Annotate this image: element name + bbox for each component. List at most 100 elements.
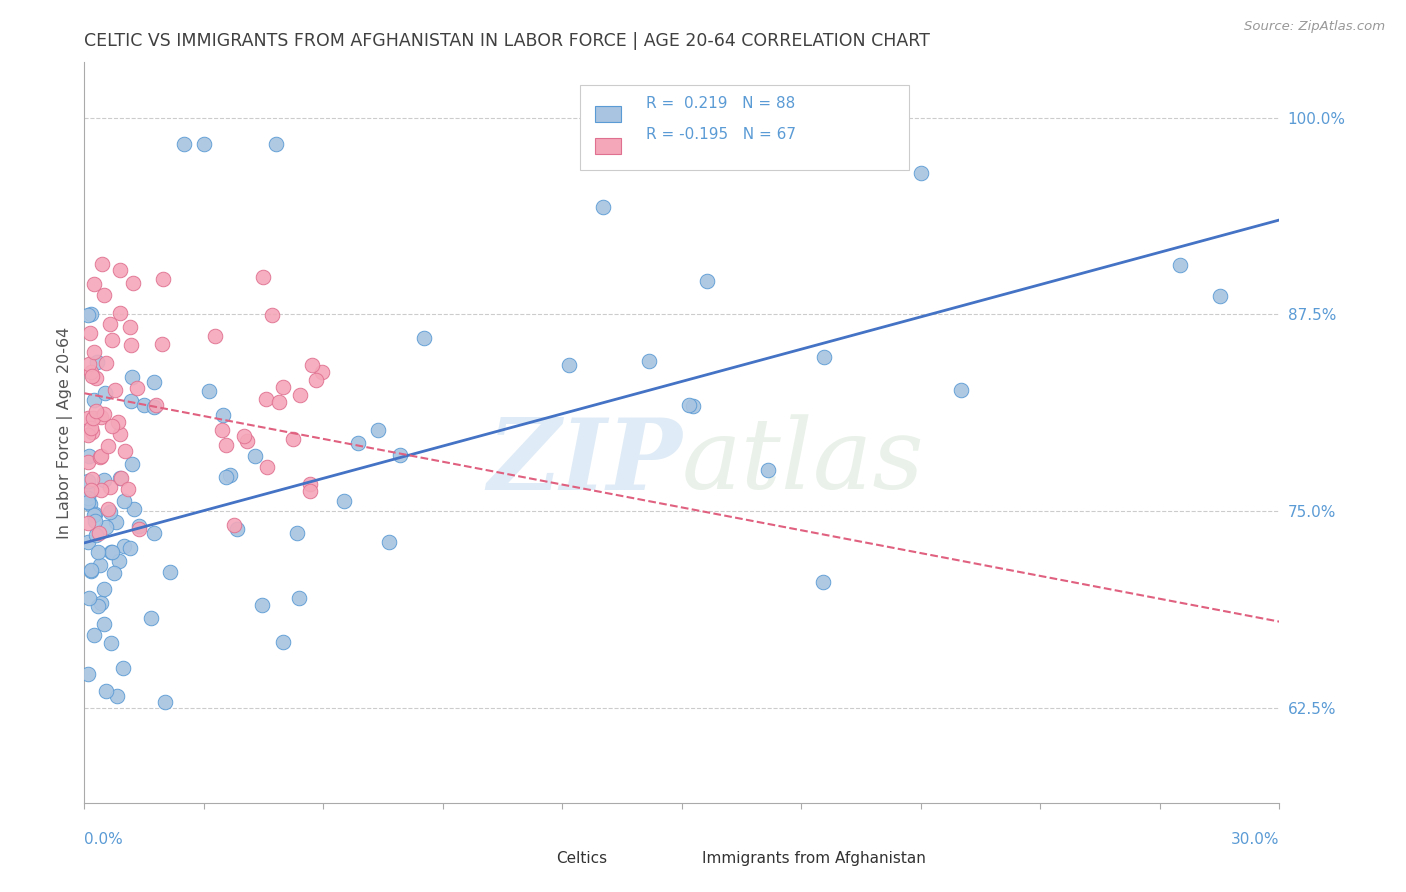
Point [77,411,100,425]
Point [84,370,107,384]
Point [93,616,115,631]
Point [333,493,356,508]
Text: ZIP: ZIP [486,414,682,510]
Point [86,355,108,369]
Point [97,439,120,453]
Text: R = -0.195   N = 67: R = -0.195 N = 67 [647,128,796,143]
Point [252,598,274,612]
Point [143,375,166,389]
Point [173,137,195,152]
Point [122,276,145,290]
Point [107,415,129,429]
Point [90,483,112,498]
Point [127,381,149,395]
Point [388,448,411,462]
Point [83,508,105,522]
Point [225,522,247,536]
Point [557,359,579,373]
Point [377,534,399,549]
Point [813,351,835,365]
Point [90,596,112,610]
Text: R =  0.219   N = 88: R = 0.219 N = 88 [647,95,796,111]
Point [910,166,932,180]
Point [93,407,115,421]
Point [101,333,124,347]
Point [89,450,111,464]
Text: Celtics: Celtics [557,851,607,866]
Point [80,425,103,439]
Point [93,582,115,596]
Point [236,434,259,449]
Bar [666,847,693,867]
Point [252,270,274,285]
Point [87,599,110,613]
Point [77,308,100,322]
Text: CELTIC VS IMMIGRANTS FROM AFGHANISTAN IN LABOR FORCE | AGE 20-64 CORRELATION CHA: CELTIC VS IMMIGRANTS FROM AFGHANISTAN IN… [84,32,931,50]
Point [128,519,150,533]
Point [101,545,124,559]
Point [77,516,100,530]
Point [79,563,101,577]
Point [77,491,100,506]
Point [103,566,125,580]
Text: Source: ZipAtlas.com: Source: ZipAtlas.com [1244,20,1385,33]
Point [145,398,167,412]
Point [367,423,389,437]
Point [637,354,659,368]
Point [93,288,115,302]
Point [83,345,105,359]
Point [80,421,103,435]
Bar [595,138,621,153]
Point [80,472,103,486]
Point [77,475,100,489]
Point [100,636,122,650]
Point [84,514,107,528]
Point [233,429,256,443]
Point [1209,288,1232,302]
Text: 30.0%: 30.0% [1232,832,1279,847]
Point [118,541,141,556]
Point [121,370,143,384]
Point [84,507,107,521]
Point [79,326,101,341]
Point [214,470,236,484]
Point [77,357,100,371]
Point [198,384,221,398]
Point [696,274,718,288]
Bar [581,85,910,169]
Point [305,374,328,388]
Point [77,666,100,681]
Point [262,308,284,322]
Point [112,494,135,508]
Text: atlas: atlas [682,415,925,510]
Point [121,457,143,471]
Point [96,519,118,533]
Point [256,460,278,475]
Point [143,525,166,540]
Point [105,689,128,703]
Point [122,502,145,516]
Point [77,535,100,549]
Text: Immigrants from Afghanistan: Immigrants from Afghanistan [702,851,927,866]
Point [412,331,434,345]
Point [299,476,322,491]
Point [97,501,120,516]
Point [98,505,121,519]
Point [159,566,181,580]
Point [347,436,370,450]
Point [96,684,118,698]
Point [215,438,238,452]
Point [285,526,308,541]
Point [811,575,834,590]
Point [108,554,131,568]
Point [89,558,111,573]
Point [80,368,103,383]
Point [271,380,294,394]
Point [90,450,112,464]
Point [153,695,176,709]
Point [108,427,131,442]
Point [77,455,100,469]
Point [77,486,100,500]
Point [98,317,121,331]
Point [283,433,305,447]
